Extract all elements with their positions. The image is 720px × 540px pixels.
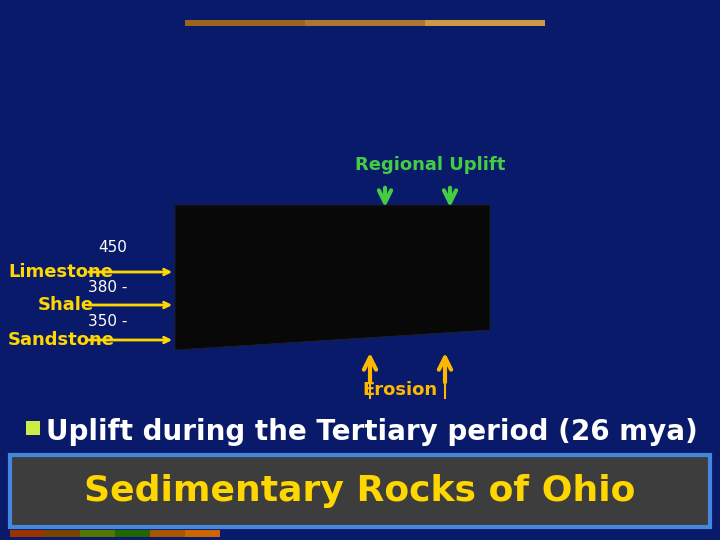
Text: Erosion: Erosion <box>362 381 438 399</box>
FancyBboxPatch shape <box>10 455 710 527</box>
Bar <box>185 20 305 26</box>
Bar <box>425 20 545 26</box>
Text: Limestone: Limestone <box>8 263 113 281</box>
Bar <box>305 20 425 26</box>
Text: 380 -: 380 - <box>88 280 127 295</box>
Bar <box>150 530 185 537</box>
Text: Sedimentary Rocks of Ohio: Sedimentary Rocks of Ohio <box>84 474 636 508</box>
Text: 450: 450 <box>98 240 127 255</box>
Text: Uplift during the Tertiary period (26 mya): Uplift during the Tertiary period (26 my… <box>46 418 698 446</box>
Text: Regional Uplift: Regional Uplift <box>355 156 505 174</box>
Text: 350 -: 350 - <box>88 314 127 329</box>
Bar <box>45 530 80 537</box>
Text: Shale: Shale <box>38 296 94 314</box>
Polygon shape <box>175 205 490 350</box>
Bar <box>115 530 150 537</box>
Bar <box>185 530 220 537</box>
Bar <box>26 421 40 435</box>
Text: Sandstone: Sandstone <box>8 331 115 349</box>
Bar <box>10 530 45 537</box>
Bar <box>80 530 115 537</box>
